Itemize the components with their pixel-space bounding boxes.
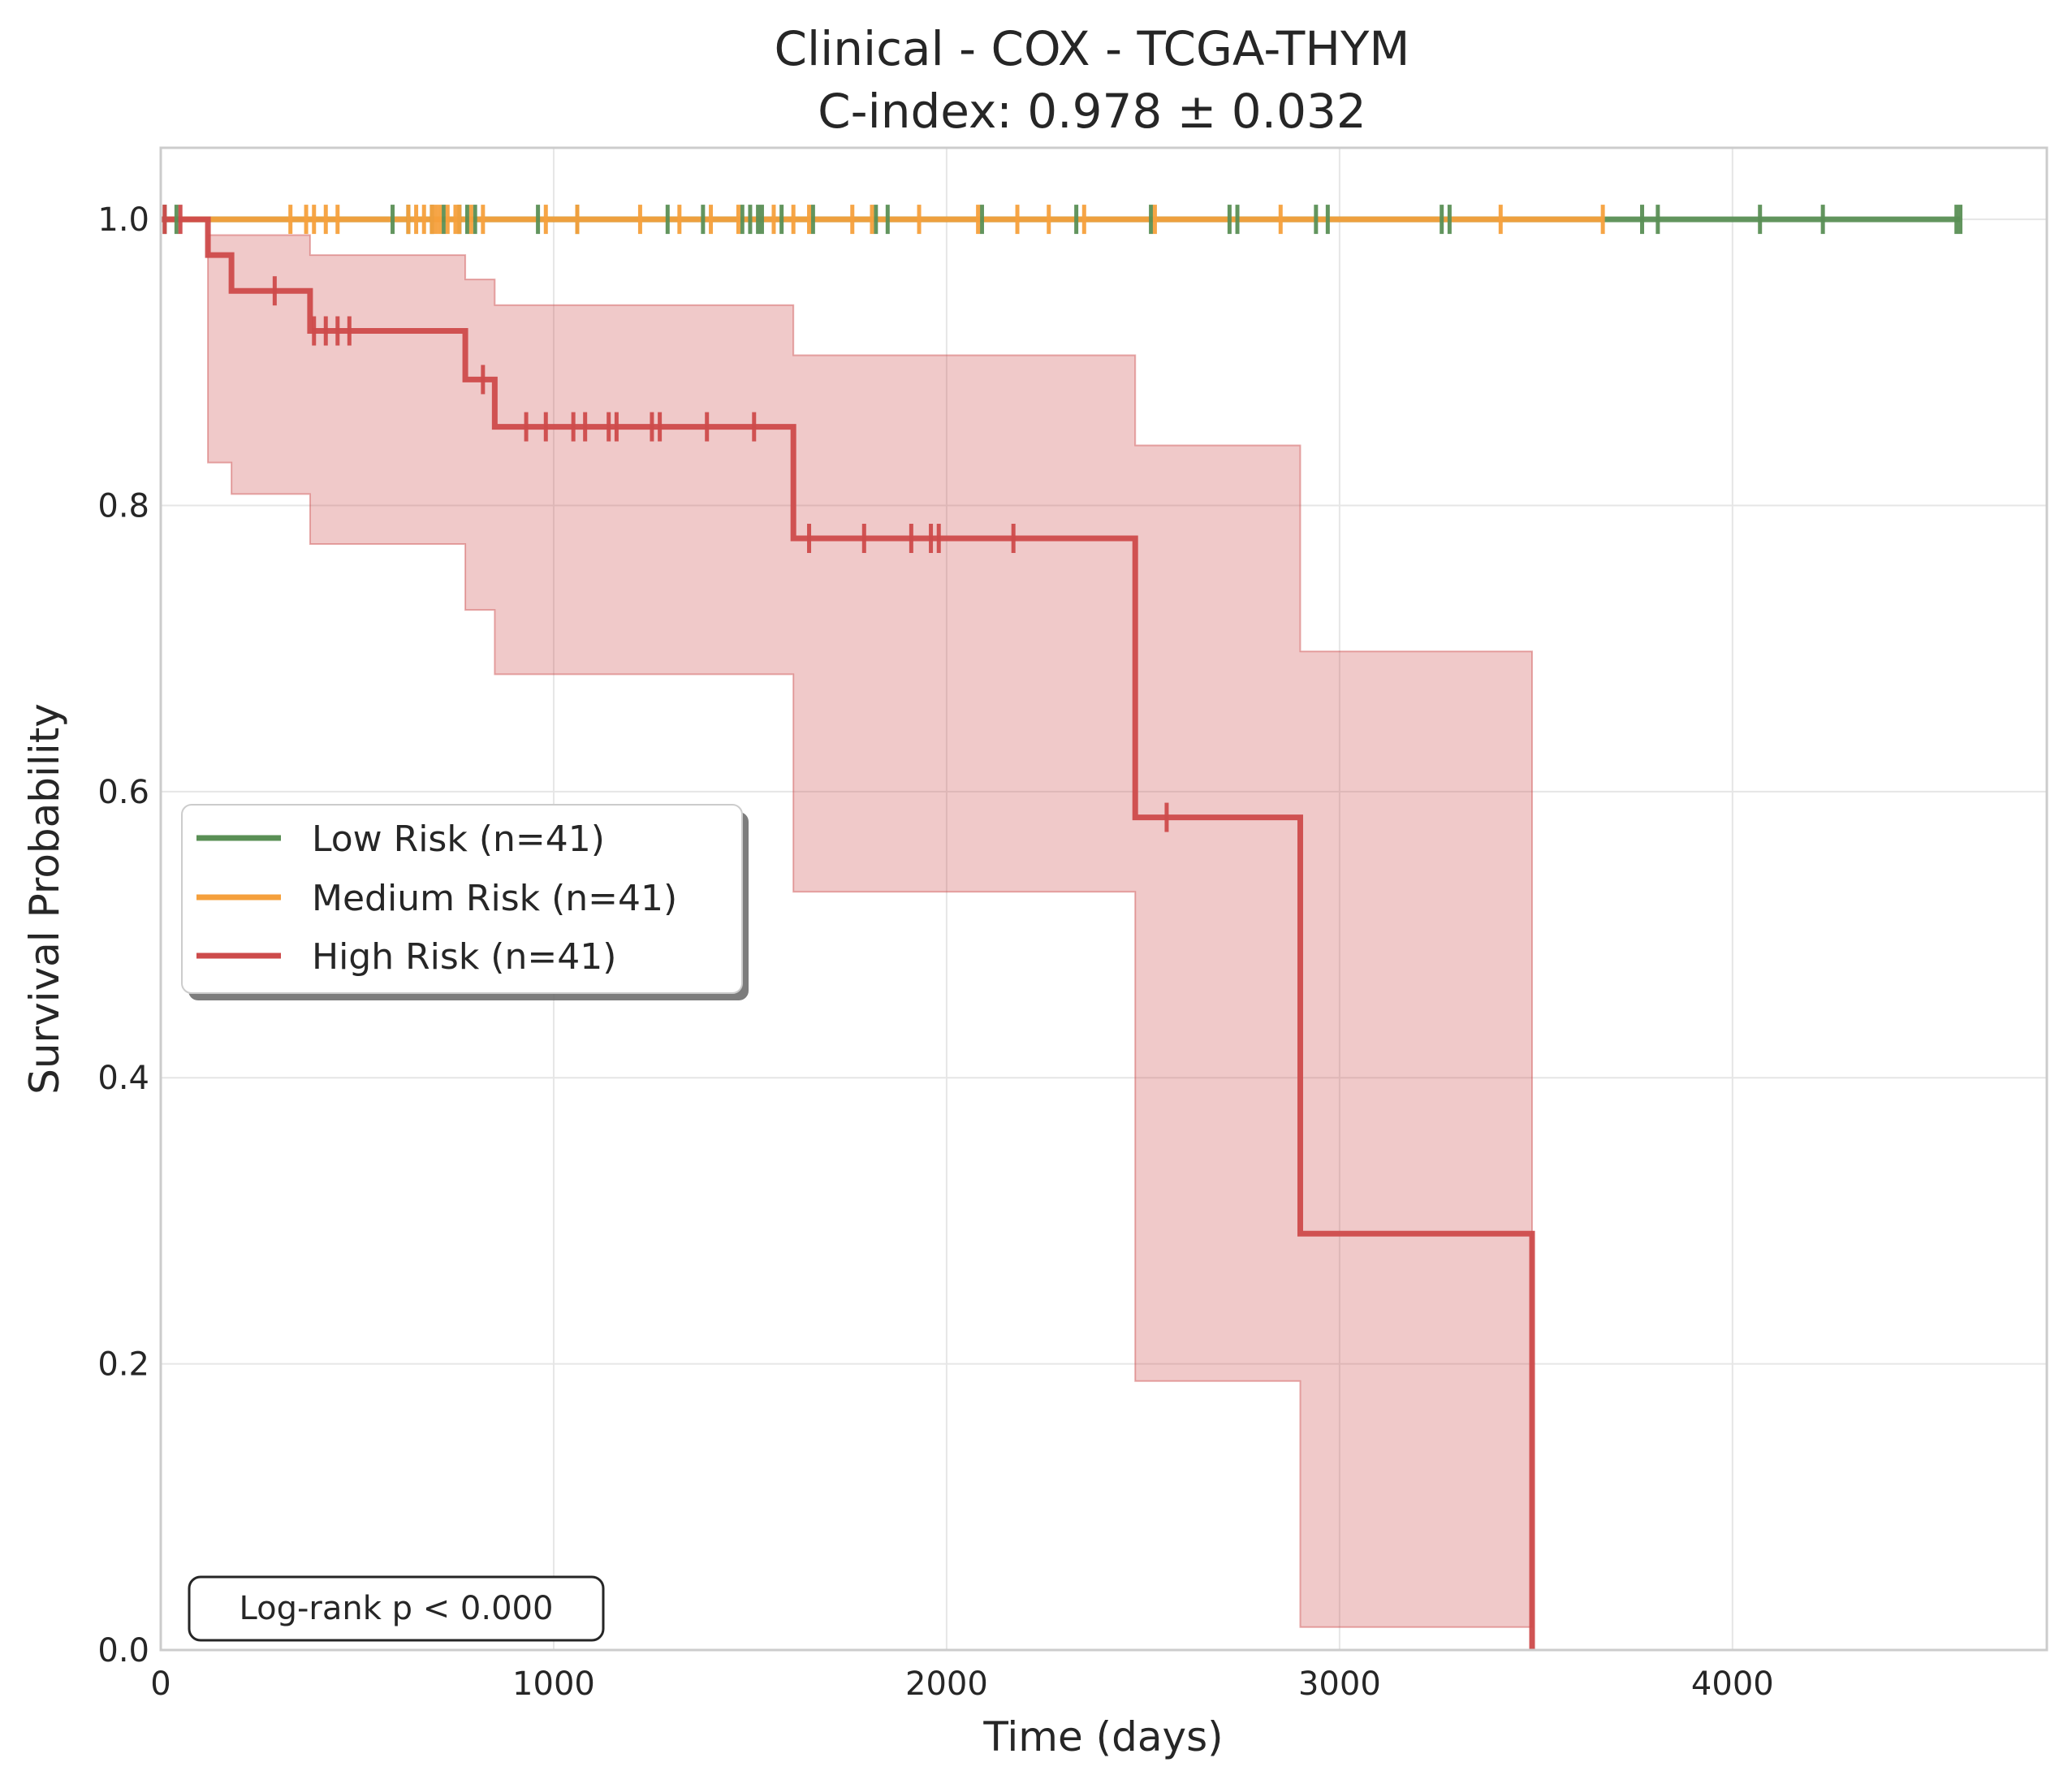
y-axis-label: Survival Probability [21, 703, 68, 1095]
legend-label-medium-risk: Medium Risk (n=41) [312, 878, 677, 919]
chart-subtitle: C-index: 0.978 ± 0.032 [818, 84, 1366, 139]
ci-band-high-risk [161, 218, 1534, 1628]
x-tick-label-1: 1000 [512, 1665, 595, 1703]
confidence-bands [161, 218, 1534, 1628]
y-tick-label-5: 1.0 [97, 201, 149, 239]
legend: Low Risk (n=41) Medium Risk (n=41) High … [181, 804, 749, 1000]
plot-frame [159, 146, 2048, 1652]
chart-title: Clinical - COX - TCGA-THYM [775, 21, 1410, 76]
annotation-box [188, 1575, 605, 1642]
censor-marks [162, 205, 1963, 832]
logrank-annotation: Log-rank p < 0.000 [188, 1575, 605, 1642]
x-tick-label-4: 4000 [1691, 1665, 1774, 1703]
legend-label-low-risk: Low Risk (n=41) [312, 819, 605, 860]
x-tick-label-0: 0 [150, 1665, 171, 1703]
x-axis-ticks: 0 1000 2000 3000 4000 [150, 1665, 1773, 1703]
y-tick-label-1: 0.2 [97, 1346, 149, 1384]
legend-box [181, 804, 743, 994]
y-tick-label-3: 0.6 [97, 774, 149, 811]
y-tick-label-0: 0.0 [97, 1632, 149, 1670]
x-axis-label: Time (days) [982, 1713, 1223, 1760]
x-tick-label-2: 2000 [905, 1665, 988, 1703]
y-tick-label-4: 0.8 [97, 487, 149, 525]
annotation-text: Log-rank p < 0.000 [240, 1590, 554, 1627]
x-tick-label-3: 3000 [1298, 1665, 1381, 1703]
y-tick-label-2: 0.4 [97, 1060, 149, 1097]
legend-label-high-risk: High Risk (n=41) [312, 936, 616, 978]
curve-high-risk [161, 216, 1535, 1650]
y-axis-ticks: 0.0 0.2 0.4 0.6 0.8 1.0 [97, 201, 149, 1670]
